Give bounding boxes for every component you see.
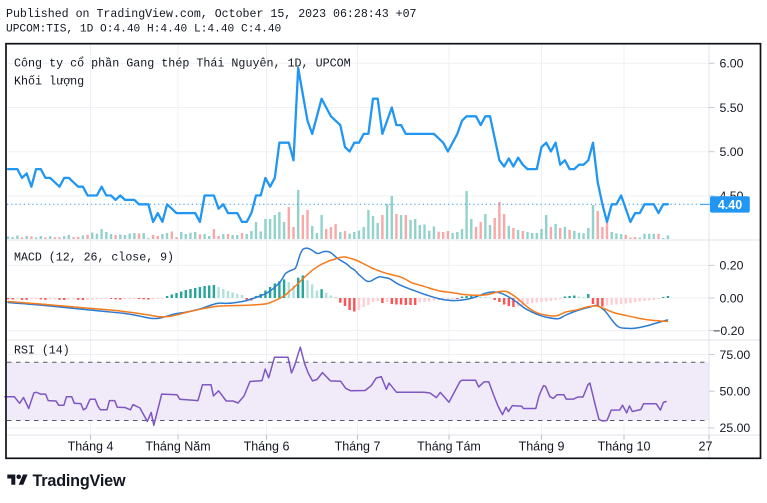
svg-text:Published on TradingView.com,: Published on TradingView.com, October 15… [6, 8, 417, 21]
svg-text:50.00: 50.00 [720, 385, 751, 399]
svg-text:Tháng Tám: Tháng Tám [417, 440, 481, 454]
svg-text:TradingView: TradingView [33, 472, 126, 490]
svg-text:5.00: 5.00 [720, 145, 744, 159]
svg-text:75.00: 75.00 [720, 348, 751, 362]
svg-text:4.40: 4.40 [718, 198, 742, 212]
svg-text:MACD (12, 26, close, 9): MACD (12, 26, close, 9) [14, 252, 174, 265]
svg-text:RSI (14): RSI (14) [14, 345, 70, 358]
svg-text:−0.20: −0.20 [713, 324, 744, 338]
svg-text:25.00: 25.00 [720, 421, 751, 435]
svg-text:Tháng 9: Tháng 9 [519, 440, 565, 454]
svg-text:6.00: 6.00 [720, 57, 744, 71]
svg-text:Công ty cổ phần Gang thép Thái: Công ty cổ phần Gang thép Thái Nguyên, 1… [14, 57, 351, 71]
svg-text:Khối lượng: Khối lượng [14, 75, 84, 89]
svg-text:Tháng 6: Tháng 6 [244, 440, 290, 454]
svg-text:Tháng 7: Tháng 7 [335, 440, 381, 454]
svg-text:Tháng 10: Tháng 10 [598, 440, 651, 454]
svg-text:Tháng Năm: Tháng Năm [145, 440, 210, 454]
svg-text:5.50: 5.50 [720, 101, 744, 115]
svg-text:0.00: 0.00 [720, 291, 744, 305]
svg-text:27: 27 [699, 440, 713, 454]
svg-text:0.20: 0.20 [720, 259, 744, 273]
svg-text:UPCOM:TIS, 1D O:4.40 H:4.40 L:: UPCOM:TIS, 1D O:4.40 H:4.40 L:4.40 C:4.4… [6, 24, 282, 36]
svg-text:Tháng 4: Tháng 4 [68, 440, 114, 454]
